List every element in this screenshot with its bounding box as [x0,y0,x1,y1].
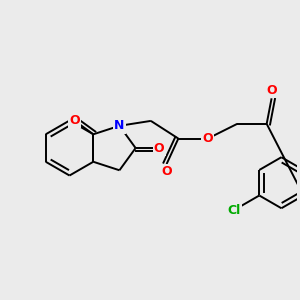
Text: O: O [266,84,277,97]
Text: O: O [154,142,164,154]
Text: O: O [202,132,213,145]
Text: N: N [114,119,124,132]
Text: O: O [161,165,172,178]
Text: O: O [69,114,80,127]
Text: Cl: Cl [227,204,240,217]
